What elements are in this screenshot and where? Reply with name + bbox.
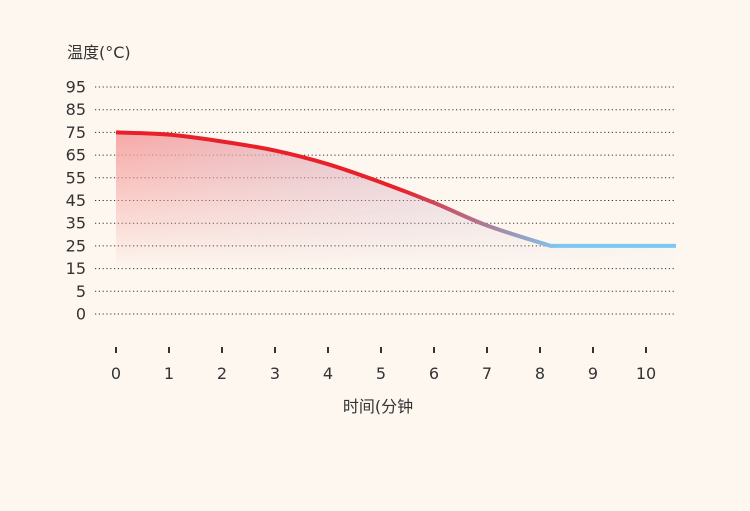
y-tick-label-75: 75: [66, 123, 86, 142]
x-tick-label-4: 4: [323, 364, 333, 383]
y-tick-label-55: 55: [66, 168, 86, 187]
y-tick-labels: 95 85 75 65 55 45 35 25 15 5 0: [66, 78, 86, 324]
x-tick-label-5: 5: [376, 364, 386, 383]
y-tick-label-95: 95: [66, 78, 86, 97]
x-tick-label-7: 7: [482, 364, 492, 383]
x-tick-label-0: 0: [111, 364, 121, 383]
y-tick-label-65: 65: [66, 146, 86, 165]
y-tick-label-25: 25: [66, 236, 86, 255]
x-tick-label-3: 3: [270, 364, 280, 383]
y-tick-label-5: 5: [76, 282, 86, 301]
y-tick-label-35: 35: [66, 214, 86, 233]
x-tick-label-1: 1: [164, 364, 174, 383]
x-tick-label-10: 10: [636, 364, 656, 383]
series-group: [115, 130, 676, 314]
x-tick-label-2: 2: [217, 364, 227, 383]
y-tick-label-45: 45: [66, 191, 86, 210]
x-axis-title: 时间(分钟: [343, 397, 413, 416]
temperature-area: [116, 132, 676, 314]
y-tick-label-15: 15: [66, 259, 86, 278]
x-tick-label-9: 9: [588, 364, 598, 383]
temperature-line: [115, 130, 676, 248]
x-tick-label-6: 6: [429, 364, 439, 383]
y-axis-title: 温度(°C): [67, 43, 131, 62]
y-tick-label-0: 0: [76, 305, 86, 324]
x-tick-label-8: 8: [535, 364, 545, 383]
y-tick-label-85: 85: [66, 100, 86, 119]
x-tick-labels: 0 1 2 3 4 5 6 7 8 9 10: [111, 347, 656, 383]
